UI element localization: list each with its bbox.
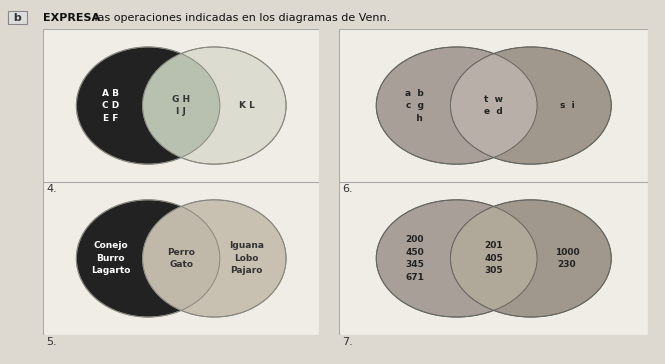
Text: Perro
Gato: Perro Gato bbox=[168, 248, 195, 269]
Ellipse shape bbox=[450, 200, 611, 317]
Text: b: b bbox=[10, 13, 25, 23]
Text: 4.: 4. bbox=[47, 184, 57, 194]
Text: A B
C D
E F: A B C D E F bbox=[102, 88, 120, 123]
Ellipse shape bbox=[76, 200, 220, 317]
Text: t  w
e  d: t w e d bbox=[484, 95, 503, 116]
Ellipse shape bbox=[376, 47, 537, 164]
FancyBboxPatch shape bbox=[339, 182, 648, 335]
Text: 5.: 5. bbox=[47, 337, 57, 347]
Text: s  i: s i bbox=[560, 101, 575, 110]
Text: 200
450
345
671: 200 450 345 671 bbox=[406, 235, 424, 282]
Text: las operaciones indicadas en los diagramas de Venn.: las operaciones indicadas en los diagram… bbox=[91, 13, 390, 23]
Text: 201
405
305: 201 405 305 bbox=[484, 241, 503, 276]
Text: Iguana
Lobo
Pajaro: Iguana Lobo Pajaro bbox=[229, 241, 264, 276]
Ellipse shape bbox=[76, 47, 220, 164]
Ellipse shape bbox=[450, 47, 611, 164]
Ellipse shape bbox=[142, 200, 286, 317]
Ellipse shape bbox=[376, 200, 537, 317]
Text: Conejo
Burro
Lagarto: Conejo Burro Lagarto bbox=[91, 241, 130, 276]
Text: 7.: 7. bbox=[342, 337, 353, 347]
FancyBboxPatch shape bbox=[339, 29, 648, 182]
Text: a  b
c  g
   h: a b c g h bbox=[406, 88, 424, 123]
FancyBboxPatch shape bbox=[43, 29, 319, 182]
Text: K L: K L bbox=[239, 101, 255, 110]
Ellipse shape bbox=[142, 200, 286, 317]
Text: 6.: 6. bbox=[342, 184, 353, 194]
Text: 1000
230: 1000 230 bbox=[555, 248, 579, 269]
Ellipse shape bbox=[142, 47, 286, 164]
Ellipse shape bbox=[142, 47, 286, 164]
Text: G H
I J: G H I J bbox=[172, 95, 190, 116]
Ellipse shape bbox=[450, 200, 611, 317]
FancyBboxPatch shape bbox=[43, 182, 319, 335]
Ellipse shape bbox=[450, 47, 611, 164]
Text: EXPRESA: EXPRESA bbox=[43, 13, 100, 23]
